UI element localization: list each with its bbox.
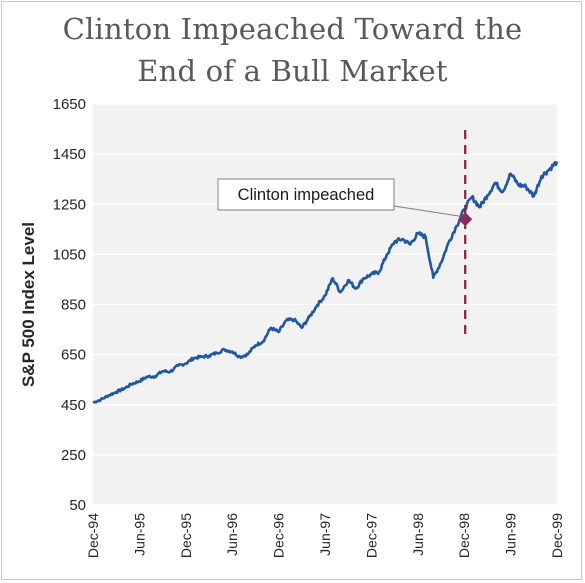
y-tick-label: 1650 [53,96,86,113]
y-axis-label: S&P 500 Index Level [19,222,38,387]
x-tick-label: Dec-98 [456,513,472,558]
x-tick-label: Dec-95 [178,513,194,558]
y-tick-label: 250 [61,447,86,464]
x-axis-tick-labels: Dec-94 Jun-95 Dec-95 Jun-96 Dec-96 Jun-97 Dec-… [85,513,565,558]
x-tick-label: Dec-94 [85,513,101,558]
chart-title-line-2: End of a Bull Market [137,54,448,88]
y-tick-label: 1450 [53,146,86,163]
gridlines [93,103,557,506]
x-tick-label: Dec-96 [271,513,287,558]
x-tick-label: Dec-99 [549,513,565,558]
callout-label: Clinton impeached [238,186,375,204]
y-tick-label: 650 [61,347,86,364]
x-tick-label: Jun-95 [131,513,147,556]
impeachment-point-marker [458,212,473,227]
x-tick-label: Jun-98 [410,513,426,556]
x-tick-label: Dec-97 [363,513,379,558]
x-tick-label: Jun-96 [224,513,240,556]
y-tick-label: 50 [69,497,86,514]
chart-title-line-1: Clinton Impeached Toward the [62,12,523,46]
y-axis-tick-labels: 50 250 450 650 850 1050 1250 1450 1650 [53,96,86,514]
y-tick-label: 850 [61,297,86,314]
x-tick-label: Jun-97 [317,513,333,556]
x-tick-label: Jun-99 [503,513,519,556]
callout-leader-line [393,205,461,217]
y-tick-label: 1050 [53,246,86,263]
sp500-series-line [92,160,559,404]
y-tick-label: 450 [61,397,86,414]
callout-box [217,178,395,211]
y-tick-label: 1250 [53,196,86,213]
